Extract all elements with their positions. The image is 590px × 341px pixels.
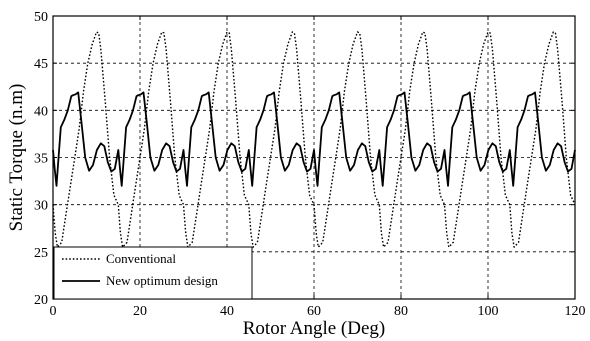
x-tick-label: 20 <box>133 304 147 319</box>
x-tick-label: 40 <box>220 304 234 319</box>
x-tick-label: 60 <box>307 304 321 319</box>
x-tick-label: 80 <box>394 304 408 319</box>
y-tick-label: 30 <box>34 199 48 214</box>
y-tick-label: 25 <box>34 246 48 261</box>
y-tick-label: 50 <box>34 10 48 25</box>
y-tick-label: 20 <box>34 293 48 308</box>
x-tick-label: 120 <box>565 304 586 319</box>
series-line-conventional <box>52 31 576 248</box>
y-tick-label: 40 <box>34 104 48 119</box>
legend-box <box>53 246 253 300</box>
x-tick-label: 100 <box>478 304 499 319</box>
series-layer <box>52 31 576 248</box>
legend-label: New optimum design <box>106 273 218 288</box>
y-tick-label: 35 <box>34 152 48 167</box>
series-line-new-optimum-design <box>52 91 576 187</box>
x-tick-label: 0 <box>50 304 57 319</box>
legend: Conventional New optimum design <box>53 246 253 300</box>
x-axis-label: Rotor Angle (Deg) <box>243 318 385 339</box>
y-tick-label: 45 <box>34 57 48 72</box>
legend-label: Conventional <box>106 251 176 266</box>
y-axis-label: Static Torque (n.m) <box>6 84 27 232</box>
